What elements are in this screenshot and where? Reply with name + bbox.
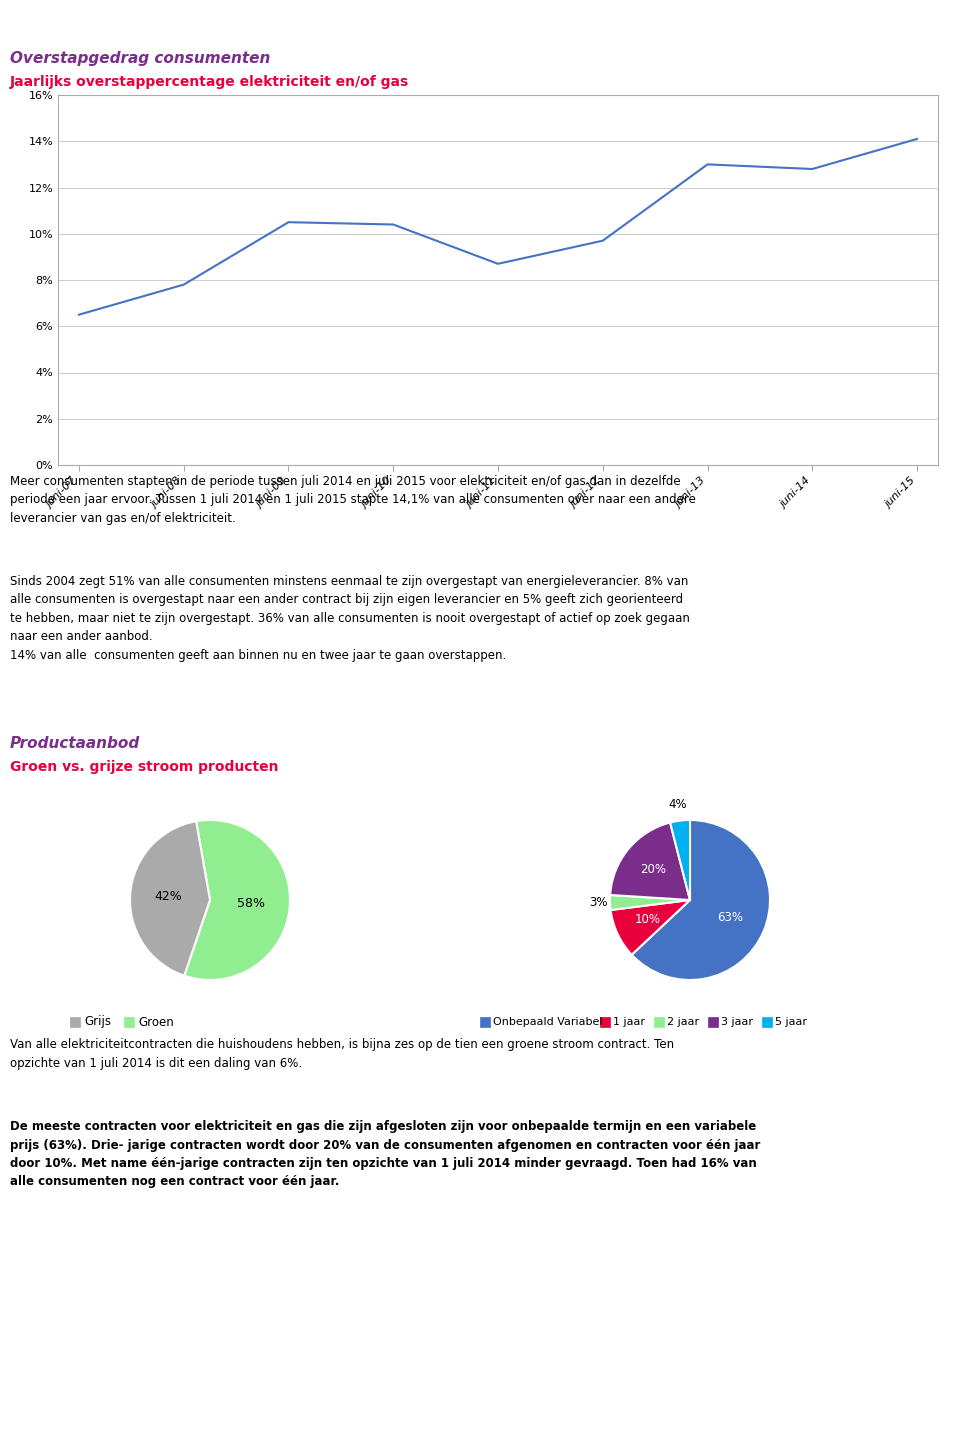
Bar: [762, 1017, 772, 1027]
Text: Van alle elektriciteitcontracten die huishoudens hebben, is bijna zes op de tien: Van alle elektriciteitcontracten die hui…: [10, 1038, 674, 1069]
Text: 58%: 58%: [237, 896, 266, 909]
Bar: [480, 1017, 490, 1027]
Bar: [70, 1017, 80, 1027]
Text: 5 jaar: 5 jaar: [775, 1017, 807, 1027]
Text: Productaanbod: Productaanbod: [10, 736, 140, 750]
Text: De meeste contracten voor elektriciteit en gas die zijn afgesloten zijn voor onb: De meeste contracten voor elektriciteit …: [10, 1120, 760, 1189]
Wedge shape: [611, 823, 690, 900]
Text: Consumentenmarkt elektriciteit en gas eerste helft 2015: Consumentenmarkt elektriciteit en gas ee…: [12, 13, 486, 27]
Text: Groen: Groen: [138, 1016, 174, 1029]
Text: 4%: 4%: [669, 798, 687, 811]
Wedge shape: [184, 820, 290, 980]
Text: Groen vs. grijze stroom producten: Groen vs. grijze stroom producten: [10, 760, 278, 773]
Wedge shape: [130, 821, 210, 975]
Text: 2 jaar: 2 jaar: [667, 1017, 699, 1027]
Text: Overstapgedrag consumenten: Overstapgedrag consumenten: [10, 52, 271, 66]
Bar: [124, 1017, 134, 1027]
Text: Jaarlijks overstappercentage elektriciteit en/of gas: Jaarlijks overstappercentage elektricite…: [10, 75, 409, 89]
Bar: [708, 1017, 718, 1027]
Text: 3%: 3%: [588, 896, 608, 909]
Text: Grijs: Grijs: [84, 1016, 111, 1029]
Text: 10%: 10%: [635, 913, 661, 926]
Text: 20%: 20%: [640, 863, 666, 876]
Wedge shape: [610, 895, 690, 911]
Text: Sinds 2004 zegt 51% van alle consumenten minstens eenmaal te zijn overgestapt va: Sinds 2004 zegt 51% van alle consumenten…: [10, 574, 690, 662]
Text: 3 jaar: 3 jaar: [721, 1017, 753, 1027]
Text: 1 jaar: 1 jaar: [613, 1017, 645, 1027]
Wedge shape: [670, 820, 690, 900]
Wedge shape: [632, 820, 770, 980]
Bar: [600, 1017, 610, 1027]
Text: Meer consumenten stapten in de periode tussen juli 2014 en juli 2015 voor elektr: Meer consumenten stapten in de periode t…: [10, 475, 696, 525]
Wedge shape: [611, 900, 690, 955]
Bar: [654, 1017, 664, 1027]
Text: 63%: 63%: [717, 911, 743, 924]
Text: Onbepaald Variabel: Onbepaald Variabel: [493, 1017, 603, 1027]
Text: 42%: 42%: [155, 890, 182, 903]
